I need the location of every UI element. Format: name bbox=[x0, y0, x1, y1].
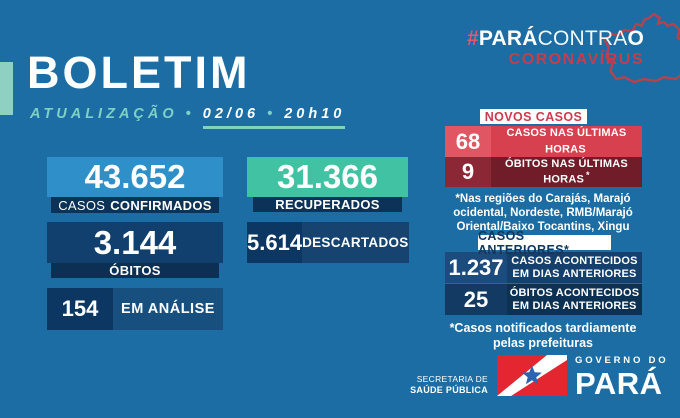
stat-deaths-label: ÓBITOS bbox=[51, 263, 219, 278]
new-cases-header: NOVOS CASOS bbox=[480, 109, 587, 124]
previous-cases-header: CASOS ANTERIORES* bbox=[478, 229, 611, 257]
late-notification-footnote: *Casos notificados tardiamente pelas pre… bbox=[449, 321, 637, 351]
previous-deaths-label: ÓBITOS ACONTECIDOS EM DIAS ANTERIORES bbox=[507, 284, 642, 315]
previous-deaths-value: 25 bbox=[445, 284, 507, 315]
previous-cases-row: 1.237 CASOS ACONTECIDOS EM DIAS ANTERIOR… bbox=[445, 252, 642, 283]
new-cases-value: 68 bbox=[445, 126, 491, 157]
previous-deaths-row: 25 ÓBITOS ACONTECIDOS EM DIAS ANTERIORES bbox=[445, 284, 642, 315]
stat-discarded: 5.614 DESCARTADOS bbox=[247, 222, 409, 263]
title-accent-bar bbox=[0, 62, 13, 115]
stat-recovered: 31.366 RECUPERADOS bbox=[247, 157, 408, 212]
stat-under-analysis-label: EM ANÁLISE bbox=[113, 288, 223, 330]
stat-discarded-label: DESCARTADOS bbox=[302, 222, 409, 263]
stat-confirmed-label: CASOS CONFIRMADOS bbox=[51, 197, 219, 213]
stat-confirmed-value: 43.652 bbox=[47, 157, 223, 197]
agency-name: SECRETARIA DE SAÚDE PÚBLICA bbox=[410, 374, 488, 395]
stat-recovered-label: RECUPERADOS bbox=[253, 197, 402, 212]
stat-deaths: 3.144 ÓBITOS bbox=[47, 222, 223, 278]
regions-footnote: *Nas regiões do Carajás, Marajó ocidenta… bbox=[453, 193, 633, 234]
new-deaths-label: ÓBITOS NAS ÚLTIMAS HORAS * bbox=[491, 157, 642, 187]
new-cases-row: 68 CASOS NAS ÚLTIMAS HORAS bbox=[445, 126, 642, 157]
stat-deaths-value: 3.144 bbox=[47, 222, 223, 263]
campaign-coronavirus: CORONAVÍRUS bbox=[508, 51, 644, 69]
stat-under-analysis-value: 154 bbox=[47, 288, 113, 330]
new-deaths-value: 9 bbox=[445, 157, 491, 187]
separator-dot: • bbox=[267, 106, 277, 122]
update-date: 02/06 bbox=[202, 106, 260, 122]
separator-dot: • bbox=[185, 106, 195, 122]
stat-discarded-value: 5.614 bbox=[247, 222, 303, 263]
previous-cases-value: 1.237 bbox=[445, 252, 507, 283]
para-state-outline-icon bbox=[603, 12, 680, 84]
campaign-hashtag: #PARÁCONTRAO bbox=[466, 27, 644, 50]
update-time: 20h10 bbox=[284, 106, 346, 122]
previous-cases-label: CASOS ACONTECIDOS EM DIAS ANTERIORES bbox=[507, 252, 642, 283]
update-line: ATUALIZAÇÃO • 02/06 • 20h10 bbox=[30, 106, 346, 129]
hash-symbol: # bbox=[466, 27, 479, 50]
new-deaths-row: 9 ÓBITOS NAS ÚLTIMAS HORAS * bbox=[445, 157, 642, 187]
stat-under-analysis: 154 EM ANÁLISE bbox=[47, 288, 223, 330]
stat-recovered-value: 31.366 bbox=[247, 157, 408, 197]
para-flag-icon bbox=[497, 355, 567, 396]
stat-confirmed: 43.652 CASOS CONFIRMADOS bbox=[47, 157, 223, 213]
campaign-lockup: #PARÁCONTRAO CORONAVÍRUS bbox=[467, 27, 644, 69]
update-label: ATUALIZAÇÃO bbox=[30, 106, 178, 122]
new-cases-label: CASOS NAS ÚLTIMAS HORAS bbox=[491, 126, 642, 157]
government-logo-text: GOVERNO DO PARÁ bbox=[575, 355, 669, 401]
update-datetime: 02/06 • 20h10 bbox=[202, 106, 346, 129]
page-title: BOLETIM bbox=[27, 47, 251, 98]
